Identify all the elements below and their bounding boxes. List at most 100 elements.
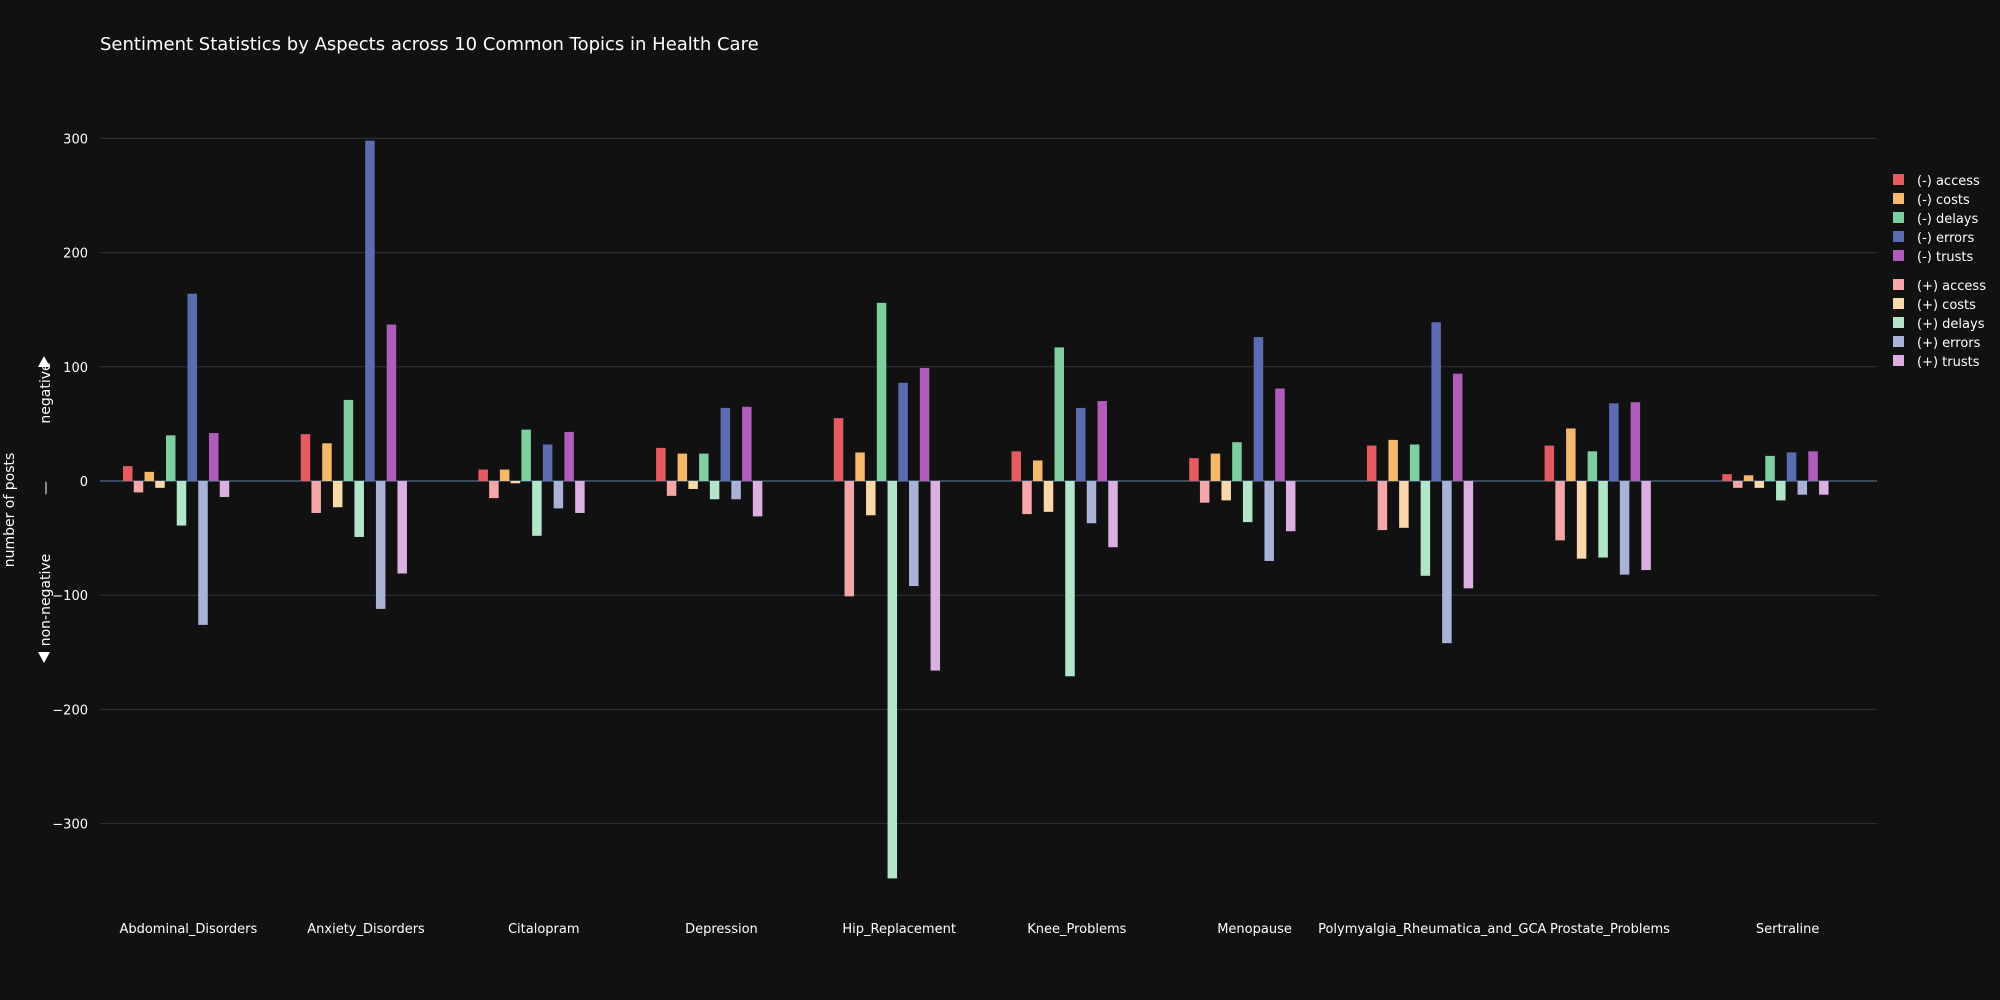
bar: [1086, 481, 1097, 524]
bar: [1420, 481, 1431, 576]
bar: [1189, 458, 1199, 481]
category-label: Sertraline: [1756, 922, 1819, 937]
bar: [1033, 460, 1043, 481]
legend-swatch: [1893, 355, 1904, 366]
bar: [1076, 407, 1086, 481]
bar: [1054, 347, 1064, 481]
bar: [542, 444, 553, 481]
bar: [219, 481, 230, 497]
bar: [699, 453, 709, 481]
arrow-down-icon: [38, 652, 50, 663]
bar: [720, 407, 731, 481]
bar: [198, 481, 208, 625]
legend-swatch: [1893, 212, 1904, 223]
bar: [1275, 388, 1285, 481]
legend-label: (+) trusts: [1917, 355, 1980, 370]
bar: [866, 481, 876, 516]
bar: [1065, 481, 1075, 677]
bar: [397, 481, 407, 574]
legend-label: (-) delays: [1917, 212, 1978, 227]
bar: [1587, 451, 1598, 481]
bar: [688, 481, 698, 489]
chart-title: Sentiment Statistics by Aspects across 1…: [100, 34, 759, 55]
bar: [1399, 481, 1409, 528]
category-label: Prostate_Problems: [1550, 922, 1670, 937]
bar: [1786, 452, 1797, 481]
bar: [709, 481, 720, 500]
bar: [1776, 481, 1786, 501]
bar: [365, 140, 375, 481]
bar: [332, 481, 343, 508]
bar: [1409, 444, 1420, 481]
legend: (-) access (-) costs (-) delays (-) errors (…: [1893, 174, 1986, 370]
bar: [1253, 337, 1264, 481]
bar: [375, 481, 386, 609]
legend-swatch: [1893, 317, 1904, 328]
legend-label: (+) delays: [1917, 317, 1985, 332]
bar: [731, 481, 741, 500]
bar: [1431, 322, 1441, 481]
bar: [322, 443, 332, 481]
bar: [300, 434, 311, 481]
legend-label: (-) costs: [1917, 193, 1970, 208]
bars: [123, 140, 1829, 879]
bar: [1641, 481, 1651, 571]
bar: [1022, 481, 1032, 515]
bar: [386, 324, 397, 481]
bar: [1463, 481, 1474, 589]
bar: [575, 481, 585, 513]
bar: [1733, 481, 1743, 488]
category-label: Polymyalgia_Rheumatica_and_GCA: [1318, 922, 1546, 937]
bar: [209, 433, 219, 481]
category-label: Hip_Replacement: [842, 922, 956, 937]
y-tick-label: 100: [63, 361, 88, 376]
bar: [1442, 481, 1452, 644]
bar: [166, 435, 176, 481]
bar: [666, 481, 677, 496]
bar: [1544, 445, 1555, 481]
bar: [1452, 373, 1463, 481]
y-tick-label: −200: [52, 703, 88, 718]
bar: [1011, 451, 1021, 481]
bar: [919, 367, 930, 481]
bar: [742, 406, 752, 481]
y-tick-label: −300: [52, 818, 88, 833]
bar: [510, 481, 521, 484]
bar: [1377, 481, 1388, 531]
bar: [499, 469, 510, 481]
legend-swatch: [1893, 193, 1904, 204]
y-axis-label: number of posts negative — non-negative: [2, 356, 54, 663]
bar: [656, 447, 666, 481]
legend-swatch: [1893, 174, 1904, 185]
bar: [1765, 455, 1775, 481]
bar: [1722, 474, 1732, 481]
legend-label: (-) trusts: [1917, 250, 1974, 265]
y-axis-title: number of posts: [2, 453, 18, 568]
legend-label: (+) access: [1917, 279, 1986, 294]
legend-label: (+) errors: [1917, 336, 1981, 351]
bar: [898, 382, 908, 481]
y-axis-label-non-negative: non-negative: [38, 554, 54, 647]
bar: [1743, 475, 1754, 481]
bar: [478, 469, 488, 481]
y-axis-label-negative: negative: [38, 362, 54, 423]
bar: [1199, 481, 1210, 503]
bar: [155, 481, 165, 488]
bar: [553, 481, 564, 509]
category-label: Menopause: [1217, 922, 1292, 937]
bar: [1108, 481, 1118, 548]
legend-label: (+) costs: [1917, 298, 1976, 313]
bar: [1754, 481, 1765, 488]
legend-label: (-) access: [1917, 174, 1980, 189]
bar: [489, 481, 499, 499]
legend-swatch: [1893, 336, 1904, 347]
bar: [1210, 453, 1221, 481]
bar: [909, 481, 919, 587]
category-label: Abdominal_Disorders: [119, 922, 257, 937]
bar: [1797, 481, 1808, 495]
bar: [1232, 442, 1242, 481]
bar: [176, 481, 187, 526]
bar: [1808, 451, 1818, 481]
bar: [187, 293, 197, 481]
bar: [354, 481, 364, 537]
